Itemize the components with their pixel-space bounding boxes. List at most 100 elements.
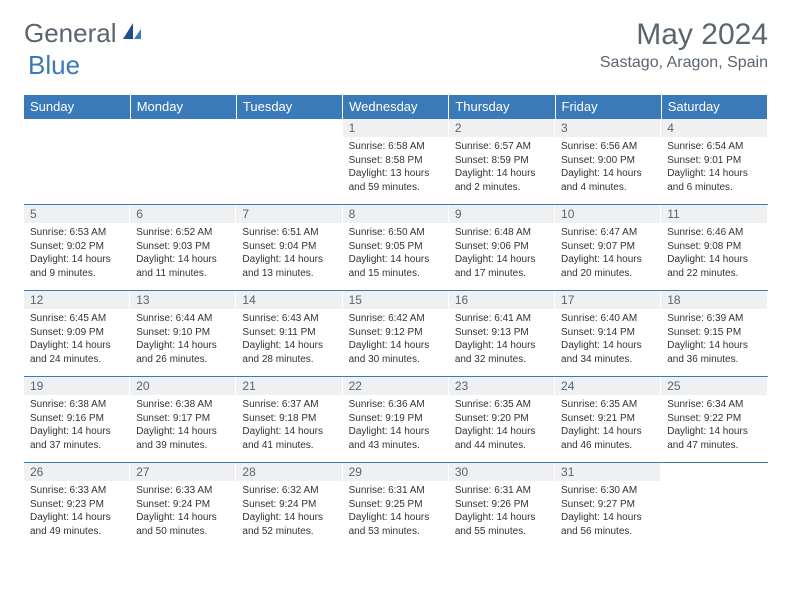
day-cell: 9Sunrise: 6:48 AMSunset: 9:06 PMDaylight… <box>449 205 555 291</box>
day-number: 14 <box>236 291 342 309</box>
sunrise-line: Sunrise: 6:33 AM <box>30 484 124 498</box>
daylight-line: Daylight: 14 hours and 9 minutes. <box>30 253 124 280</box>
logo: General <box>24 18 145 49</box>
daylight-line: Daylight: 14 hours and 43 minutes. <box>349 425 443 452</box>
day-details: Sunrise: 6:34 AMSunset: 9:22 PMDaylight:… <box>661 395 767 456</box>
day-cell: 4Sunrise: 6:54 AMSunset: 9:01 PMDaylight… <box>661 119 767 205</box>
sunset-line: Sunset: 9:23 PM <box>30 498 124 512</box>
day-details: Sunrise: 6:45 AMSunset: 9:09 PMDaylight:… <box>24 309 130 370</box>
day-cell: 30Sunrise: 6:31 AMSunset: 9:26 PMDayligh… <box>449 463 555 549</box>
sunrise-line: Sunrise: 6:52 AM <box>136 226 230 240</box>
day-cell: 20Sunrise: 6:38 AMSunset: 9:17 PMDayligh… <box>130 377 236 463</box>
day-cell: 22Sunrise: 6:36 AMSunset: 9:19 PMDayligh… <box>343 377 449 463</box>
day-cell: 16Sunrise: 6:41 AMSunset: 9:13 PMDayligh… <box>449 291 555 377</box>
dow-monday: Monday <box>130 95 236 119</box>
daylight-line: Daylight: 14 hours and 52 minutes. <box>242 511 336 538</box>
day-details: Sunrise: 6:51 AMSunset: 9:04 PMDaylight:… <box>236 223 342 284</box>
day-cell: 19Sunrise: 6:38 AMSunset: 9:16 PMDayligh… <box>24 377 130 463</box>
sunset-line: Sunset: 9:15 PM <box>667 326 761 340</box>
day-number: 16 <box>449 291 555 309</box>
day-number: 9 <box>449 205 555 223</box>
sunrise-line: Sunrise: 6:57 AM <box>455 140 549 154</box>
day-cell: 15Sunrise: 6:42 AMSunset: 9:12 PMDayligh… <box>343 291 449 377</box>
day-cell: 3Sunrise: 6:56 AMSunset: 9:00 PMDaylight… <box>555 119 661 205</box>
sunrise-line: Sunrise: 6:43 AM <box>242 312 336 326</box>
daylight-line: Daylight: 14 hours and 34 minutes. <box>561 339 655 366</box>
daylight-line: Daylight: 14 hours and 47 minutes. <box>667 425 761 452</box>
sunset-line: Sunset: 9:17 PM <box>136 412 230 426</box>
day-cell: 2Sunrise: 6:57 AMSunset: 8:59 PMDaylight… <box>449 119 555 205</box>
day-details: Sunrise: 6:33 AMSunset: 9:23 PMDaylight:… <box>24 481 130 542</box>
sunset-line: Sunset: 8:58 PM <box>349 154 443 168</box>
sunset-line: Sunset: 9:07 PM <box>561 240 655 254</box>
sunset-line: Sunset: 9:00 PM <box>561 154 655 168</box>
day-details: Sunrise: 6:36 AMSunset: 9:19 PMDaylight:… <box>343 395 449 456</box>
day-details: Sunrise: 6:38 AMSunset: 9:17 PMDaylight:… <box>130 395 236 456</box>
logo-word2: Blue <box>28 50 80 80</box>
dow-saturday: Saturday <box>661 95 767 119</box>
sunset-line: Sunset: 9:25 PM <box>349 498 443 512</box>
sunrise-line: Sunrise: 6:35 AM <box>455 398 549 412</box>
sunrise-line: Sunrise: 6:33 AM <box>136 484 230 498</box>
calendar-table: Sunday Monday Tuesday Wednesday Thursday… <box>24 95 768 549</box>
day-cell: 11Sunrise: 6:46 AMSunset: 9:08 PMDayligh… <box>661 205 767 291</box>
day-number: 19 <box>24 377 130 395</box>
daylight-line: Daylight: 14 hours and 22 minutes. <box>667 253 761 280</box>
day-details: Sunrise: 6:30 AMSunset: 9:27 PMDaylight:… <box>555 481 661 542</box>
daylight-line: Daylight: 14 hours and 55 minutes. <box>455 511 549 538</box>
daylight-line: Daylight: 14 hours and 39 minutes. <box>136 425 230 452</box>
day-number: 28 <box>236 463 342 481</box>
daylight-line: Daylight: 14 hours and 28 minutes. <box>242 339 336 366</box>
day-details: Sunrise: 6:57 AMSunset: 8:59 PMDaylight:… <box>449 137 555 198</box>
calendar-body: 1Sunrise: 6:58 AMSunset: 8:58 PMDaylight… <box>24 119 768 549</box>
day-details: Sunrise: 6:40 AMSunset: 9:14 PMDaylight:… <box>555 309 661 370</box>
day-number: 3 <box>555 119 661 137</box>
day-number: 18 <box>661 291 767 309</box>
sunset-line: Sunset: 9:24 PM <box>136 498 230 512</box>
day-of-week-header-row: Sunday Monday Tuesday Wednesday Thursday… <box>24 95 768 119</box>
sunset-line: Sunset: 9:06 PM <box>455 240 549 254</box>
day-details: Sunrise: 6:48 AMSunset: 9:06 PMDaylight:… <box>449 223 555 284</box>
day-number: 22 <box>343 377 449 395</box>
day-details: Sunrise: 6:43 AMSunset: 9:11 PMDaylight:… <box>236 309 342 370</box>
sunset-line: Sunset: 9:11 PM <box>242 326 336 340</box>
sunrise-line: Sunrise: 6:39 AM <box>667 312 761 326</box>
day-cell: 23Sunrise: 6:35 AMSunset: 9:20 PMDayligh… <box>449 377 555 463</box>
sunrise-line: Sunrise: 6:45 AM <box>30 312 124 326</box>
sunrise-line: Sunrise: 6:35 AM <box>561 398 655 412</box>
day-number: 25 <box>661 377 767 395</box>
sunset-line: Sunset: 9:09 PM <box>30 326 124 340</box>
day-details: Sunrise: 6:31 AMSunset: 9:25 PMDaylight:… <box>343 481 449 542</box>
day-details: Sunrise: 6:53 AMSunset: 9:02 PMDaylight:… <box>24 223 130 284</box>
dow-thursday: Thursday <box>449 95 555 119</box>
daylight-line: Daylight: 14 hours and 32 minutes. <box>455 339 549 366</box>
week-row: 1Sunrise: 6:58 AMSunset: 8:58 PMDaylight… <box>24 119 768 205</box>
sunset-line: Sunset: 9:05 PM <box>349 240 443 254</box>
daylight-line: Daylight: 14 hours and 13 minutes. <box>242 253 336 280</box>
sunrise-line: Sunrise: 6:53 AM <box>30 226 124 240</box>
day-number: 11 <box>661 205 767 223</box>
day-details: Sunrise: 6:37 AMSunset: 9:18 PMDaylight:… <box>236 395 342 456</box>
sunset-line: Sunset: 9:14 PM <box>561 326 655 340</box>
sunrise-line: Sunrise: 6:56 AM <box>561 140 655 154</box>
day-number: 2 <box>449 119 555 137</box>
day-number: 27 <box>130 463 236 481</box>
sunset-line: Sunset: 9:21 PM <box>561 412 655 426</box>
day-details: Sunrise: 6:54 AMSunset: 9:01 PMDaylight:… <box>661 137 767 198</box>
sunrise-line: Sunrise: 6:51 AM <box>242 226 336 240</box>
day-details: Sunrise: 6:35 AMSunset: 9:20 PMDaylight:… <box>449 395 555 456</box>
daylight-line: Daylight: 14 hours and 24 minutes. <box>30 339 124 366</box>
day-number: 7 <box>236 205 342 223</box>
week-row: 19Sunrise: 6:38 AMSunset: 9:16 PMDayligh… <box>24 377 768 463</box>
sunset-line: Sunset: 9:27 PM <box>561 498 655 512</box>
sunrise-line: Sunrise: 6:38 AM <box>30 398 124 412</box>
logo-word1: General <box>24 18 117 49</box>
daylight-line: Daylight: 14 hours and 44 minutes. <box>455 425 549 452</box>
day-details: Sunrise: 6:42 AMSunset: 9:12 PMDaylight:… <box>343 309 449 370</box>
sunset-line: Sunset: 9:26 PM <box>455 498 549 512</box>
day-cell <box>661 463 767 549</box>
day-cell: 25Sunrise: 6:34 AMSunset: 9:22 PMDayligh… <box>661 377 767 463</box>
sunrise-line: Sunrise: 6:30 AM <box>561 484 655 498</box>
day-cell: 8Sunrise: 6:50 AMSunset: 9:05 PMDaylight… <box>343 205 449 291</box>
day-cell: 31Sunrise: 6:30 AMSunset: 9:27 PMDayligh… <box>555 463 661 549</box>
